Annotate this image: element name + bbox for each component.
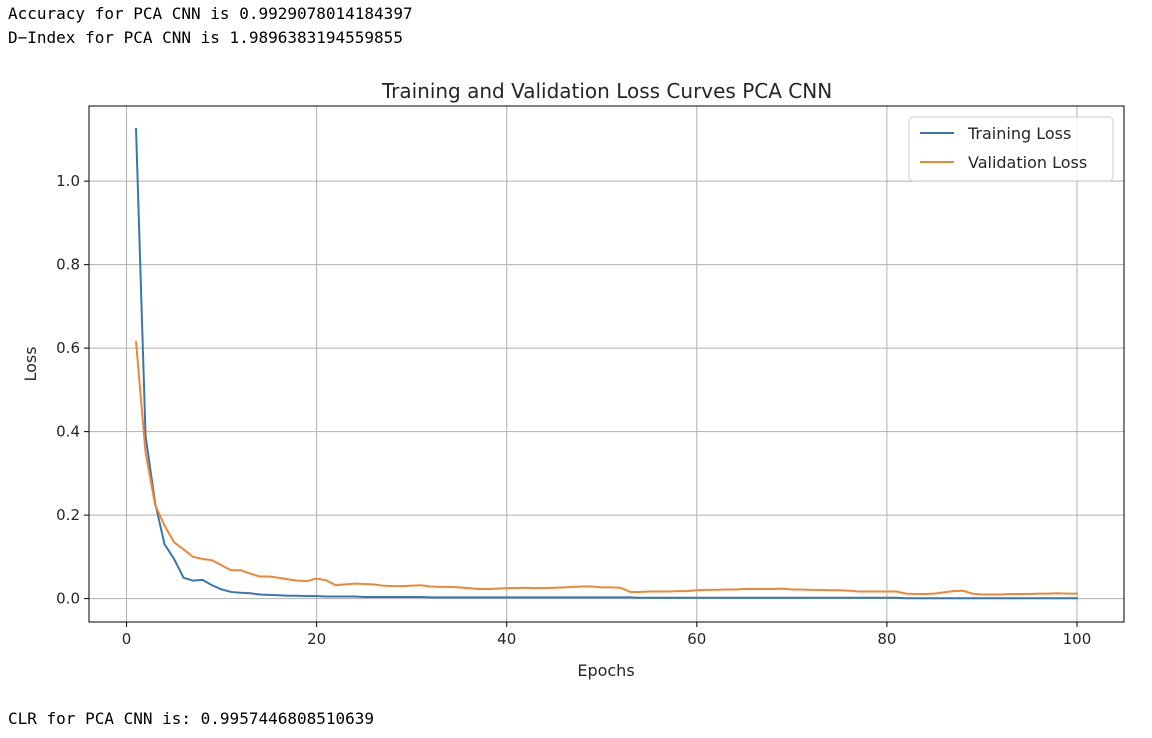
chart-title: Training and Validation Loss Curves PCA …	[381, 79, 832, 103]
loss-curve-chart: Training and Validation Loss Curves PCA …	[21, 79, 1125, 680]
y-tick-label: 0.6	[56, 339, 80, 357]
x-tick-label: 100	[1063, 630, 1092, 648]
x-tick-label: 60	[687, 630, 706, 648]
x-tick-label: 0	[122, 630, 132, 648]
grid-lines	[89, 106, 1124, 622]
chart-legend: Training Loss Validation Loss	[908, 116, 1114, 182]
axes-frame	[88, 105, 1125, 623]
y-axis-label: Loss	[21, 346, 40, 381]
x-axis-label: Epochs	[577, 661, 634, 680]
series-lines	[134, 127, 1078, 600]
axis-ticks: 0 20 40 60 80 100 0.0 0.2 0.4 0.6 0.8 1.0	[56, 172, 1091, 648]
legend-label-validation: Validation Loss	[968, 153, 1087, 172]
y-tick-label: 0.8	[56, 256, 80, 274]
y-tick-label: 1.0	[56, 172, 80, 190]
x-tick-label: 80	[877, 630, 896, 648]
x-tick-label: 40	[497, 630, 516, 648]
dindex-output-line: D−Index for PCA CNN is 1.989638319455985…	[8, 28, 403, 47]
accuracy-output-line: Accuracy for PCA CNN is 0.99290780141843…	[8, 4, 413, 23]
legend-label-training: Training Loss	[967, 124, 1071, 143]
y-tick-label: 0.0	[56, 590, 80, 608]
y-tick-label: 0.2	[56, 506, 80, 524]
validation-loss-line	[134, 340, 1078, 596]
clr-output-line: CLR for PCA CNN is: 0.9957446808510639	[8, 709, 375, 728]
y-tick-label: 0.4	[56, 423, 80, 441]
x-tick-label: 20	[307, 630, 326, 648]
training-loss-line	[135, 127, 1078, 600]
legend-box	[908, 116, 1114, 182]
